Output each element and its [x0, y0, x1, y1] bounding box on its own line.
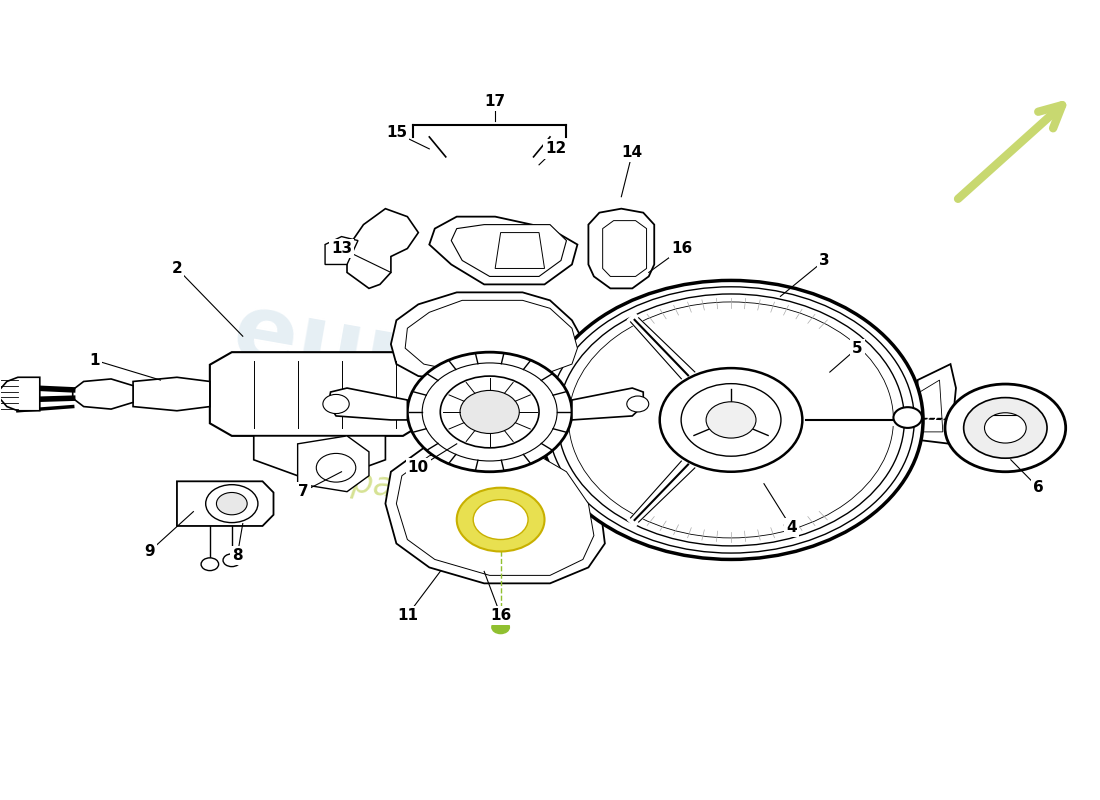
- Circle shape: [660, 368, 802, 472]
- Circle shape: [223, 554, 241, 566]
- Circle shape: [323, 394, 349, 414]
- Circle shape: [201, 558, 219, 570]
- Circle shape: [627, 396, 649, 412]
- Text: 15: 15: [386, 126, 407, 141]
- Text: 7: 7: [298, 484, 308, 499]
- Polygon shape: [0, 378, 40, 410]
- Text: 5: 5: [851, 341, 862, 356]
- Text: 8: 8: [232, 548, 243, 563]
- Circle shape: [217, 493, 248, 515]
- Circle shape: [706, 402, 756, 438]
- Polygon shape: [133, 378, 210, 410]
- Polygon shape: [603, 221, 647, 277]
- Polygon shape: [917, 364, 956, 444]
- Polygon shape: [346, 209, 418, 288]
- Polygon shape: [588, 209, 654, 288]
- Text: 6: 6: [1033, 480, 1044, 495]
- Circle shape: [548, 286, 914, 553]
- Text: 16: 16: [490, 608, 512, 622]
- Polygon shape: [405, 300, 578, 372]
- Circle shape: [492, 621, 509, 634]
- Circle shape: [539, 281, 923, 559]
- Text: 4: 4: [786, 520, 796, 535]
- Circle shape: [893, 407, 922, 428]
- Circle shape: [945, 384, 1066, 472]
- Text: 17: 17: [485, 94, 506, 109]
- Polygon shape: [73, 379, 133, 409]
- Circle shape: [422, 363, 557, 461]
- Text: 3: 3: [820, 253, 829, 268]
- Circle shape: [206, 485, 257, 522]
- Polygon shape: [298, 436, 368, 492]
- Text: a passion...since 1983: a passion...since 1983: [319, 462, 693, 546]
- Circle shape: [473, 500, 528, 539]
- Text: 13: 13: [331, 241, 352, 256]
- Polygon shape: [429, 217, 578, 285]
- Polygon shape: [329, 388, 407, 420]
- Polygon shape: [326, 237, 358, 265]
- Polygon shape: [396, 444, 594, 575]
- Circle shape: [681, 384, 781, 456]
- Polygon shape: [385, 436, 605, 583]
- Polygon shape: [451, 225, 566, 277]
- Text: 9: 9: [144, 544, 155, 559]
- Text: 11: 11: [397, 608, 418, 622]
- Polygon shape: [177, 482, 274, 526]
- Text: 1: 1: [89, 353, 100, 368]
- Circle shape: [407, 352, 572, 472]
- Polygon shape: [390, 292, 588, 380]
- Text: 16: 16: [671, 241, 692, 256]
- Polygon shape: [506, 364, 544, 444]
- Circle shape: [317, 454, 355, 482]
- Circle shape: [558, 294, 904, 546]
- Text: eurospares: eurospares: [226, 287, 830, 482]
- Text: 14: 14: [621, 146, 642, 160]
- Circle shape: [964, 398, 1047, 458]
- Polygon shape: [210, 352, 451, 436]
- Polygon shape: [920, 380, 943, 432]
- Polygon shape: [495, 233, 544, 269]
- Polygon shape: [519, 380, 542, 432]
- Circle shape: [569, 302, 893, 538]
- Polygon shape: [254, 436, 385, 484]
- Text: 10: 10: [408, 460, 429, 475]
- Circle shape: [460, 390, 519, 434]
- Circle shape: [440, 376, 539, 448]
- Text: 12: 12: [544, 142, 566, 156]
- Circle shape: [984, 413, 1026, 443]
- Polygon shape: [572, 388, 644, 420]
- Circle shape: [456, 488, 544, 551]
- Text: 2: 2: [172, 261, 183, 276]
